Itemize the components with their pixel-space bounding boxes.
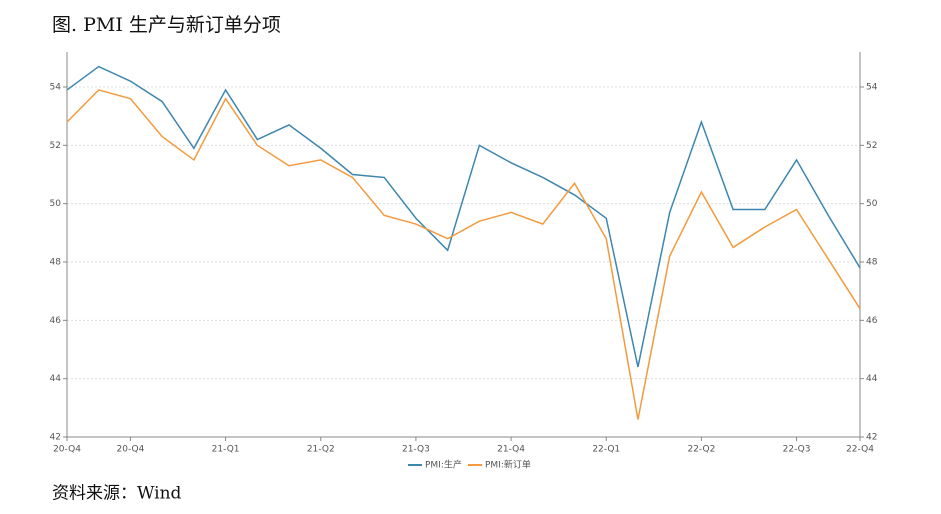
series-line (66, 65, 861, 368)
y2-tick-label: 50 (866, 199, 878, 209)
y2-tick-label: 52 (866, 141, 877, 151)
y-tick-label: 50 (50, 199, 62, 209)
y-tick-label: 52 (50, 141, 61, 151)
y2-tick-label: 42 (866, 433, 877, 443)
x-tick-label: 20-Q4 (53, 445, 81, 455)
y2-tick-label: 48 (866, 258, 878, 268)
y2-tick-label: 46 (866, 316, 878, 326)
y-tick-label: 48 (50, 258, 62, 268)
y2-tick-label: 44 (866, 374, 878, 384)
x-tick-label: 21-Q2 (307, 445, 335, 455)
x-tick-label: 20-Q4 (117, 445, 145, 455)
x-tick-label: 21-Q3 (402, 445, 430, 455)
legend-label: PMI:生产 (425, 459, 462, 471)
y-tick-label: 42 (50, 433, 61, 443)
x-tick-label: 22-Q1 (592, 445, 620, 455)
x-tick-label: 22-Q4 (846, 445, 874, 455)
y-tick-label: 44 (50, 374, 62, 384)
x-tick-label: 21-Q1 (212, 445, 240, 455)
y-tick-label: 54 (50, 83, 62, 93)
source-note: 资料来源：Wind (52, 484, 182, 504)
x-tick-label: 22-Q2 (687, 445, 715, 455)
legend-label: PMI:新订单 (485, 459, 531, 471)
x-tick-label: 21-Q4 (497, 445, 525, 455)
series-line (66, 89, 861, 420)
y2-tick-label: 54 (866, 83, 878, 93)
chart-title: 图. PMI 生产与新订单分项 (52, 14, 281, 36)
x-tick-label: 22-Q3 (783, 445, 811, 455)
y-tick-label: 46 (50, 316, 62, 326)
